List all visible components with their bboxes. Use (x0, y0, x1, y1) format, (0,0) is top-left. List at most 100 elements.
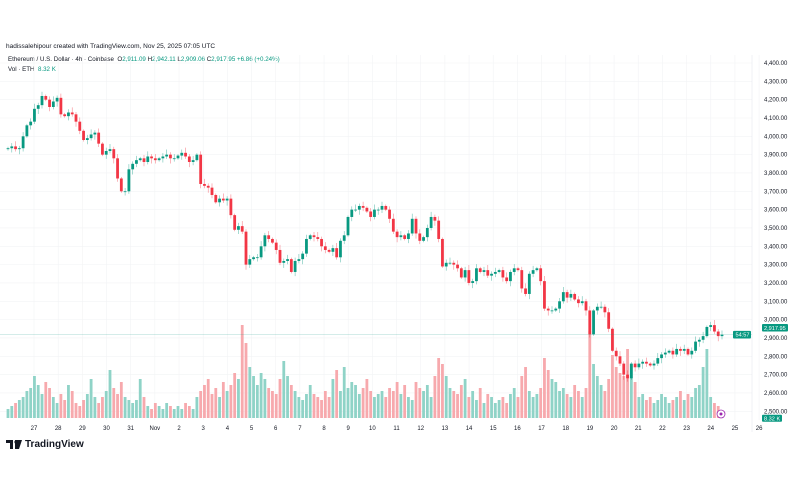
tradingview-logo[interactable]: TradingView (6, 439, 84, 450)
candle-body (142, 158, 146, 162)
volume-bar (331, 379, 335, 418)
candle-body (561, 292, 565, 302)
volume-bar (395, 382, 399, 418)
volume-bar (44, 382, 48, 418)
volume-bar (497, 400, 501, 418)
candle-body (104, 150, 108, 155)
volume-label: Vol · ETH (8, 65, 35, 73)
candle-body (505, 277, 509, 282)
volume-bar (709, 397, 713, 418)
candle-body (716, 331, 720, 337)
volume-bar (59, 394, 63, 418)
candle-body (146, 156, 150, 162)
volume-bar (305, 394, 308, 418)
volume-bar (335, 370, 339, 418)
candle-body (626, 374, 629, 379)
candle-body (425, 227, 429, 238)
candle-body (361, 205, 365, 208)
volume-bar (203, 385, 206, 418)
volume-bar (93, 397, 97, 418)
candle-body (331, 248, 335, 252)
volume-bar (448, 388, 452, 418)
candle-body (546, 308, 550, 311)
time-tick-label: 9 (347, 426, 351, 432)
candle-body (380, 205, 384, 210)
candle-body (244, 231, 248, 265)
candle-body (169, 154, 172, 159)
candle-body (656, 358, 660, 364)
volume-bar (705, 349, 709, 418)
volume-bar (701, 367, 705, 418)
candle-body (486, 270, 490, 276)
volume-bar (656, 400, 660, 418)
candle-body (539, 268, 543, 282)
volume-bar (6, 409, 10, 418)
candle-body (108, 149, 112, 151)
volume-bar (399, 394, 403, 418)
volume-bar (629, 364, 633, 418)
symbol-name[interactable]: Ethereum / U.S. Dollar · 4h · Coinbase (8, 56, 114, 63)
open-value: 2,911.09 (122, 56, 146, 63)
price-tick-label: 3,900.00 (764, 153, 788, 159)
volume-bar (271, 391, 274, 418)
volume-bar (403, 385, 407, 418)
time-tick-label: 19 (587, 426, 594, 432)
candle-body (176, 155, 180, 159)
volume-bar (112, 388, 116, 418)
candle-body (701, 336, 705, 340)
volume-bar (663, 397, 667, 418)
time-tick-label: 6 (274, 426, 278, 432)
time-tick-label: 26 (756, 426, 763, 432)
candle-body (187, 156, 191, 162)
volume-bar (686, 394, 690, 418)
price-tick-label: 2,700.00 (764, 373, 788, 379)
volume-bar (584, 388, 588, 418)
candle-body (116, 158, 119, 179)
candle-body (603, 306, 607, 313)
volume-bar (546, 370, 550, 418)
volume-bar (85, 394, 89, 418)
candle-body (210, 187, 214, 195)
candle-body (720, 334, 724, 337)
candle-body (97, 132, 101, 144)
volume-bar (441, 364, 444, 418)
volume-bar (233, 373, 237, 418)
volume-bar (675, 397, 679, 418)
volume-bar (354, 385, 357, 418)
volume-bar (255, 385, 259, 418)
candle-body (184, 152, 187, 157)
volume-bar (10, 406, 14, 418)
volume-bar (119, 382, 123, 418)
volume-bar (679, 391, 682, 418)
candle-body (214, 194, 218, 203)
volume-bar (713, 403, 716, 418)
candle-body (263, 235, 267, 247)
volume-bar (697, 385, 701, 418)
volume-bar (187, 406, 191, 418)
time-tick-label: 10 (369, 426, 376, 432)
volume-bar (671, 400, 675, 418)
volume-bar (169, 406, 172, 418)
candle-body (67, 112, 70, 117)
candle-body (138, 158, 142, 161)
candle-body (452, 262, 456, 265)
candle-body (101, 143, 104, 155)
candle-body (29, 121, 33, 126)
time-tick-label: 18 (562, 426, 569, 432)
candle-body (403, 235, 407, 239)
volume-bar (361, 388, 365, 418)
volume-bar (599, 385, 603, 418)
price-tick-label: 4,200.00 (764, 98, 788, 104)
candle-body (229, 198, 233, 216)
time-tick-label: 24 (707, 426, 714, 432)
candle-body (308, 235, 312, 239)
candle-body (493, 271, 497, 274)
candle-body (267, 235, 271, 239)
price-tick-label: 3,500.00 (764, 226, 788, 232)
candle-body (21, 136, 25, 149)
candle-body (682, 348, 686, 351)
volume-badge-value: 8.32 K (764, 416, 780, 422)
candle-body (373, 209, 376, 217)
volume-bar (592, 364, 595, 418)
